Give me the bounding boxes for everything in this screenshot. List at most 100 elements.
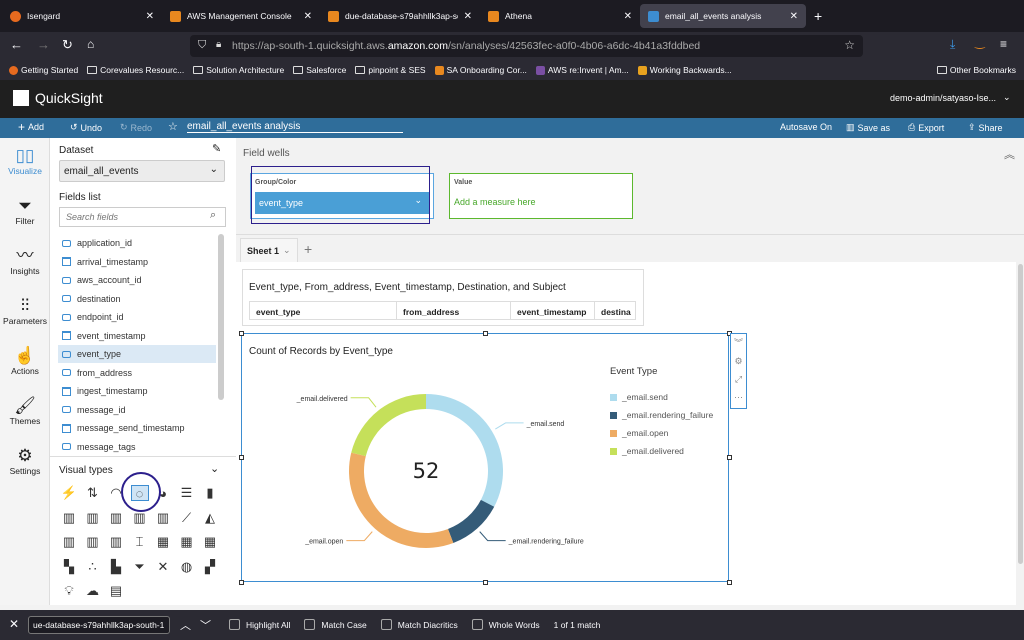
url-bar[interactable]: ⛉ 🔒︎ https://ap-south-1.quicksight.aws. a… — [190, 35, 863, 57]
pivot-table-visual-icon[interactable]: ▦ — [180, 534, 193, 549]
forward-icon[interactable]: → — [37, 37, 50, 52]
checkbox[interactable] — [471, 619, 483, 630]
user-menu[interactable]: demo-admin/satyaso-Ise... — [890, 93, 997, 103]
table-visual[interactable]: Event_type, From_address, Event_timestam… — [242, 269, 644, 326]
field-item[interactable]: message_id — [58, 401, 216, 419]
rail-actions[interactable]: ☝ Actions — [0, 346, 50, 376]
donut-slice[interactable] — [447, 499, 495, 543]
previous-match-icon[interactable]: ︿ — [180, 620, 191, 632]
match-case-checkbox[interactable]: Match Case — [304, 619, 367, 630]
analysis-name-input[interactable]: email_all_events analysis — [187, 121, 403, 133]
group-field-pill[interactable]: event_type ⌄ — [255, 192, 430, 214]
chevron-down-icon[interactable]: ⌄ — [1003, 92, 1011, 102]
combo-bar-visual-icon[interactable]: ▥ — [156, 509, 170, 525]
tab-sheet-1[interactable]: Sheet 1 ⌄ — [240, 238, 298, 262]
autosave-toggle[interactable]: Autosave On — [780, 122, 832, 132]
rail-parameters[interactable]: ⫶⫶ Parameters — [0, 296, 50, 326]
field-item[interactable]: message_tags — [58, 438, 216, 456]
collapse-icon[interactable]: ︾ — [733, 338, 743, 348]
gauge-visual-icon[interactable]: ◠ — [110, 485, 122, 500]
field-item[interactable]: application_id — [58, 234, 216, 252]
autograph-visual-icon[interactable]: ⚡ — [60, 485, 78, 500]
tab-athena[interactable]: Athena ✕ — [480, 4, 640, 28]
field-item[interactable]: ingest_timestamp — [58, 382, 216, 400]
resize-handle[interactable] — [727, 580, 732, 585]
legend-item[interactable]: _email.send — [610, 392, 668, 402]
column-header[interactable]: event_type — [250, 302, 397, 319]
save-as-button[interactable]: ▥ Save as — [846, 122, 890, 133]
tab-due-database[interactable]: due-database-s79ahhllk3ap-so ✕ — [320, 4, 480, 28]
donut-slice[interactable] — [351, 394, 426, 457]
redo-button[interactable]: ↻ Redo — [120, 122, 152, 133]
download-icon[interactable]: ⤓ — [950, 37, 956, 51]
bookmark-corevalues[interactable]: Corevalues Resourc... — [87, 65, 184, 75]
collapse-chevron-icon[interactable]: ⌄ — [210, 463, 220, 475]
percent-horizontal-bar-visual-icon[interactable]: ▥ — [109, 509, 123, 525]
close-tab-icon[interactable]: ✕ — [463, 10, 472, 22]
resize-handle[interactable] — [483, 580, 488, 585]
undo-button[interactable]: ↺ Undo — [70, 122, 102, 133]
legend-item[interactable]: _email.rendering_failure — [610, 410, 713, 420]
home-icon[interactable]: ⌂ — [87, 37, 95, 51]
funnel-visual-icon[interactable]: ⏷ — [134, 558, 145, 574]
checkbox[interactable] — [380, 619, 392, 630]
bookmark-solution-architecture[interactable]: Solution Architecture — [193, 65, 284, 75]
highlight-all-checkbox[interactable]: Highlight All — [229, 619, 290, 630]
field-item[interactable]: aws_account_id — [58, 271, 216, 289]
area-visual-icon[interactable]: ◭ — [205, 509, 215, 525]
filled-map-visual-icon[interactable]: ▞ — [205, 558, 215, 574]
dataset-select[interactable]: email_all_events ⌄ — [59, 160, 225, 182]
resize-handle[interactable] — [727, 455, 732, 460]
bookmark-getting-started[interactable]: Getting Started — [9, 65, 78, 75]
rail-settings[interactable]: ⚙ Settings — [0, 446, 50, 476]
field-item[interactable]: from_address — [58, 364, 216, 382]
tab-aws-console[interactable]: AWS Management Console ✕ — [162, 4, 320, 28]
rail-filter[interactable]: ⏷ Filter — [0, 196, 50, 226]
donut-slice[interactable] — [426, 394, 503, 507]
donut-visual[interactable]: Count of Records by Event_type _email.se… — [239, 331, 732, 585]
field-item[interactable]: endpoint_id — [58, 308, 216, 326]
whole-words-checkbox[interactable]: Whole Words — [471, 619, 540, 630]
tab-isengard[interactable]: Isengard ✕ — [2, 4, 162, 28]
chevron-down-icon[interactable]: ⌄ — [283, 245, 291, 255]
share-button[interactable]: ⇪ Share — [968, 122, 1003, 133]
tab-email-analysis[interactable]: email_all_events analysis ✕ — [640, 4, 806, 28]
field-item[interactable]: event_timestamp — [58, 327, 216, 345]
search-fields-input[interactable] — [59, 207, 226, 227]
close-icon[interactable]: ✕ — [9, 617, 20, 631]
group-color-well[interactable]: Group/Color event_type ⌄ — [250, 173, 434, 219]
value-well[interactable]: Value Add a measure here — [449, 173, 633, 219]
checkbox[interactable] — [304, 619, 316, 630]
donut-slice[interactable] — [349, 452, 454, 548]
resize-handle[interactable] — [239, 331, 244, 336]
legend-item[interactable]: _email.delivered — [610, 446, 684, 456]
edit-pencil-icon[interactable]: ✎ — [212, 143, 222, 155]
find-input[interactable] — [28, 616, 170, 634]
reload-icon[interactable]: ↻ — [62, 37, 73, 52]
add-button[interactable]: + Add — [18, 121, 44, 133]
column-header[interactable]: destina — [601, 307, 631, 317]
other-bookmarks[interactable]: Other Bookmarks — [936, 65, 1016, 75]
rail-insights[interactable]: 〰 Insights — [0, 246, 50, 276]
field-item[interactable]: message_send_timestamp — [58, 419, 216, 437]
area-line-visual-icon[interactable]: ▥ — [109, 534, 123, 549]
close-tab-icon[interactable]: ✕ — [623, 10, 632, 22]
back-icon[interactable]: ← — [10, 37, 23, 52]
legend-item[interactable]: _email.open — [610, 428, 668, 438]
geo-map-visual-icon[interactable]: ◍ — [180, 558, 193, 574]
collapse-up-icon[interactable]: ︽ — [1004, 149, 1015, 161]
insight-visual-icon[interactable]: 💡︎ — [64, 583, 74, 598]
kpi-visual-icon[interactable]: ⇅ — [87, 485, 98, 500]
rail-visualize[interactable]: ▯▯ Visualize — [0, 146, 50, 176]
percent-vertical-bar-visual-icon[interactable]: ▥ — [133, 509, 146, 525]
combo-stacked-visual-icon[interactable]: ▥ — [86, 534, 99, 549]
field-item[interactable]: destination — [58, 290, 216, 308]
checkbox[interactable] — [229, 619, 240, 630]
close-tab-icon[interactable]: ✕ — [789, 10, 798, 22]
bookmark-star-icon[interactable]: ☆ — [844, 38, 855, 52]
column-header[interactable]: event_timestamp — [511, 302, 595, 319]
vertical-bar-visual-icon[interactable]: ▮ — [206, 485, 214, 500]
scatter-visual-icon[interactable]: ∴ — [88, 558, 97, 574]
rail-themes[interactable]: 🖌︎ Themes — [0, 396, 50, 426]
bookmark-pinpoint-ses[interactable]: pinpoint & SES — [355, 65, 426, 75]
